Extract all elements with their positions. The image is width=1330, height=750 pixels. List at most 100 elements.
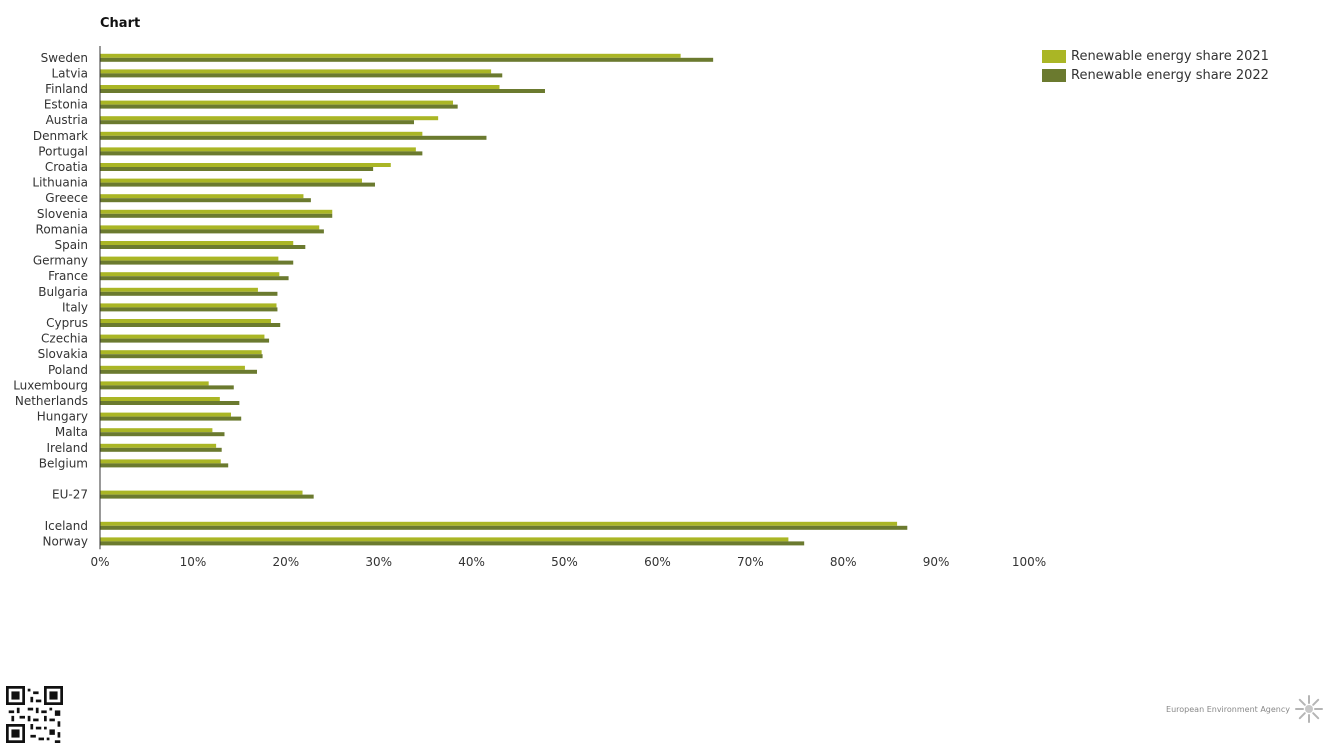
bar-2021[interactable] — [100, 521, 898, 526]
category-label: Germany — [33, 254, 88, 268]
category-label: Greece — [45, 191, 88, 205]
bar-2022[interactable] — [100, 198, 311, 203]
bar-2021[interactable] — [100, 350, 262, 355]
bar-2022[interactable] — [100, 135, 487, 140]
bar-2022[interactable] — [100, 323, 281, 327]
bar-2021[interactable] — [100, 443, 217, 448]
category-label: Italy — [62, 300, 88, 314]
bar-2022[interactable] — [100, 57, 714, 62]
bar-2021[interactable] — [100, 53, 681, 58]
category-label: Poland — [48, 363, 88, 377]
bar-2022[interactable] — [100, 89, 545, 93]
x-tick-label: 80% — [830, 555, 857, 569]
bar-2021[interactable] — [100, 428, 213, 433]
category-label: Czechia — [41, 332, 88, 346]
bar-2021[interactable] — [100, 397, 220, 401]
legend-item-2021[interactable]: Renewable energy share 2021 — [1042, 47, 1269, 66]
bar-2022[interactable] — [100, 182, 375, 187]
bar-2022[interactable] — [100, 167, 374, 171]
legend-item-2022[interactable]: Renewable energy share 2022 — [1042, 66, 1269, 85]
bar-2021[interactable] — [100, 334, 265, 339]
bar-2022[interactable] — [100, 245, 306, 249]
x-tick-label: 10% — [180, 555, 207, 569]
bar-2021[interactable] — [100, 537, 789, 542]
bar-2021[interactable] — [100, 225, 320, 230]
bar-2021[interactable] — [100, 163, 391, 167]
x-tick-label: 50% — [551, 555, 578, 569]
category-label: Norway — [42, 534, 88, 548]
category-label: Hungary — [37, 410, 88, 424]
bar-2022[interactable] — [100, 229, 324, 234]
legend-label-2022: Renewable energy share 2022 — [1071, 68, 1269, 83]
bar-2021[interactable] — [100, 69, 492, 74]
legend-label-2021: Renewable energy share 2021 — [1071, 49, 1269, 64]
bar-2022[interactable] — [100, 541, 805, 546]
bar-2021[interactable] — [100, 194, 304, 199]
category-label: Estonia — [44, 98, 88, 112]
bar-2021[interactable] — [100, 490, 303, 495]
bar-2022[interactable] — [100, 104, 458, 109]
category-label: Luxembourg — [13, 378, 88, 392]
x-tick-label: 20% — [272, 555, 299, 569]
bar-2021[interactable] — [100, 381, 209, 386]
x-tick-label: 90% — [923, 555, 950, 569]
bar-2022[interactable] — [100, 369, 258, 374]
bar-2021[interactable] — [100, 365, 245, 370]
bar-2022[interactable] — [100, 416, 242, 421]
bar-2021[interactable] — [100, 272, 280, 277]
bar-2021[interactable] — [100, 85, 500, 89]
category-label: Slovakia — [38, 347, 88, 361]
bar-2021[interactable] — [100, 100, 454, 105]
bar-2021[interactable] — [100, 459, 221, 464]
bar-2022[interactable] — [100, 525, 908, 530]
bar-2022[interactable] — [100, 385, 234, 390]
bar-2022[interactable] — [100, 401, 240, 405]
bar-2021[interactable] — [100, 412, 231, 417]
bar-2021[interactable] — [100, 209, 333, 214]
category-label: Croatia — [45, 160, 88, 174]
bar-2022[interactable] — [100, 432, 225, 437]
x-tick-label: 0% — [90, 555, 109, 569]
agency-name: European Environment Agency — [1166, 704, 1290, 714]
bar-2021[interactable] — [100, 319, 271, 323]
category-label: France — [48, 269, 88, 283]
bar-2022[interactable] — [100, 338, 270, 343]
bar-2022[interactable] — [100, 120, 415, 125]
bar-2021[interactable] — [100, 131, 423, 136]
bar-2022[interactable] — [100, 151, 423, 156]
chart-legend: Renewable energy share 2021 Renewable en… — [1042, 47, 1269, 85]
bar-2022[interactable] — [100, 354, 263, 359]
qr-code-icon — [6, 686, 63, 743]
bar-2022[interactable] — [100, 73, 503, 78]
bar-2022[interactable] — [100, 494, 314, 499]
category-label: EU-27 — [52, 488, 88, 502]
bar-2022[interactable] — [100, 447, 222, 452]
bar-2022[interactable] — [100, 276, 289, 281]
eea-logo[interactable]: European Environment Agency — [1166, 694, 1324, 724]
bar-2021[interactable] — [100, 147, 416, 152]
bar-2022[interactable] — [100, 463, 229, 468]
bar-2022[interactable] — [100, 213, 333, 218]
bar-2021[interactable] — [100, 241, 294, 245]
category-label: Bulgaria — [38, 285, 88, 299]
category-label: Netherlands — [15, 394, 88, 408]
legend-swatch-2022 — [1042, 69, 1066, 82]
bar-2021[interactable] — [100, 287, 258, 292]
bar-2022[interactable] — [100, 307, 278, 312]
category-label: Cyprus — [46, 316, 88, 330]
x-tick-label: 60% — [644, 555, 671, 569]
bar-2022[interactable] — [100, 291, 278, 296]
chart-title: Chart — [100, 16, 141, 31]
category-label: Belgium — [39, 456, 88, 470]
bar-2022[interactable] — [100, 260, 294, 265]
category-label: Ireland — [46, 441, 88, 455]
bar-2021[interactable] — [100, 303, 277, 308]
x-tick-label: 40% — [458, 555, 485, 569]
bar-2021[interactable] — [100, 178, 362, 183]
category-label: Lithuania — [32, 176, 88, 190]
category-label: Austria — [46, 113, 88, 127]
legend-swatch-2021 — [1042, 50, 1066, 63]
category-label: Romania — [36, 222, 88, 236]
bar-2021[interactable] — [100, 256, 279, 261]
bar-2021[interactable] — [100, 116, 439, 121]
